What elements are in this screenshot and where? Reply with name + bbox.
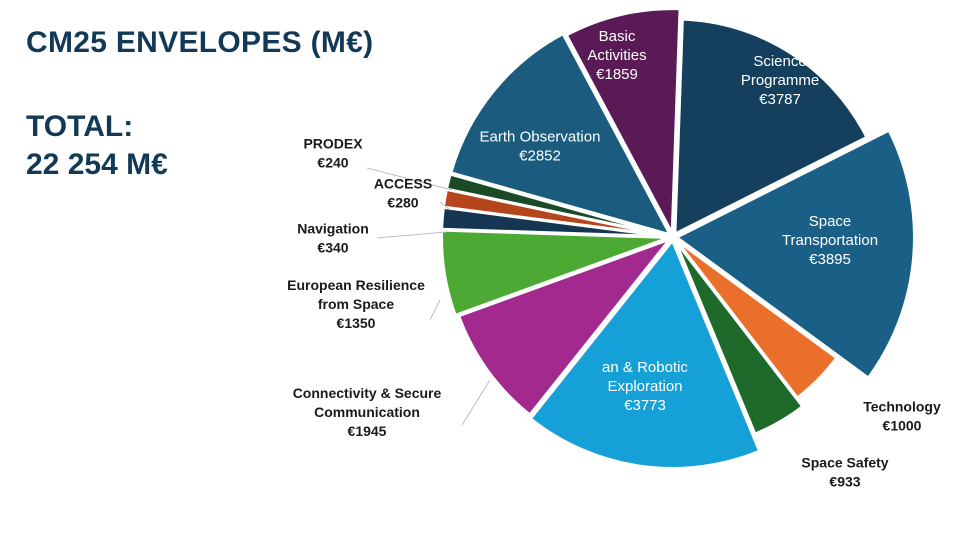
pie-slice-science-programme	[673, 17, 869, 237]
leader-line	[461, 379, 491, 426]
pie-slice-human-robotic-exploration	[528, 237, 762, 470]
leader-line	[439, 201, 451, 211]
slice-label-human-robotic-exploration: an & Robotic Exploration €3773	[602, 359, 688, 414]
slice-label-space-transportation: Space Transportation €3895	[782, 213, 878, 268]
pie-slice-space-transportation	[673, 128, 916, 381]
slice-label-european-resilience-from-space: European Resilience from Space €1350	[287, 277, 425, 331]
slice-label-earth-observation: Earth Observation €2852	[480, 129, 601, 165]
pie-slice-connectivity-secure-communication	[456, 235, 675, 418]
slice-label-space-safety: Space Safety €933	[801, 455, 888, 490]
total-label: TOTAL:	[26, 110, 134, 143]
total-block: TOTAL: 22 254 M€	[26, 108, 168, 184]
leader-line	[429, 299, 441, 321]
slice-label-basic-activities: Basic Activities €1859	[587, 28, 646, 83]
slice-label-access: ACCESS €280	[374, 176, 432, 211]
leader-line	[376, 231, 447, 239]
pie-slice-earth-observation	[449, 31, 674, 238]
slice-label-technology: Technology €1000	[863, 399, 941, 434]
pie-slice-space-safety	[673, 239, 805, 437]
total-value: 22 254 M€	[26, 148, 168, 181]
slice-label-science-programme: Science Programme €3787	[741, 53, 819, 108]
leader-line	[366, 167, 453, 191]
slice-label-prodex: PRODEX €240	[303, 136, 363, 171]
slice-label-navigation: Navigation €340	[297, 221, 369, 256]
chart-title: CM25 ENVELOPES (M€)	[26, 26, 374, 59]
slice-label-connectivity-secure-communication: Connectivity & Secure Communication €1945	[293, 385, 442, 439]
pie-slice-basic-activities	[564, 7, 682, 240]
